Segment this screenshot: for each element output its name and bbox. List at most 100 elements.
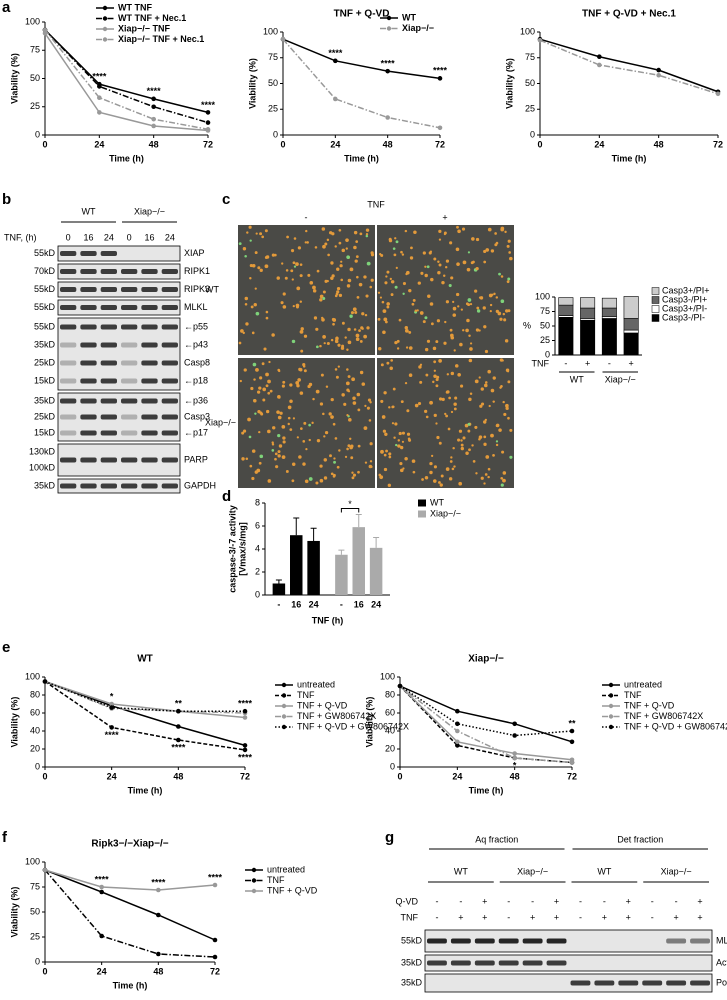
bar-segment (558, 316, 574, 356)
band (522, 938, 543, 944)
band (60, 287, 77, 292)
cell (465, 302, 469, 306)
cell (455, 292, 460, 297)
protein-label: RIPK1 (184, 266, 210, 276)
cell (338, 241, 342, 245)
band (498, 960, 519, 966)
cell (276, 410, 280, 414)
protein-label: GAPDH (184, 480, 216, 490)
cell (393, 436, 396, 439)
band (80, 251, 97, 256)
cell (242, 331, 245, 335)
significance: **** (95, 874, 110, 884)
mw-label: 35kD (401, 977, 423, 987)
legend-label: Xiap−/− (402, 23, 434, 33)
mw-label: 35kD (34, 480, 56, 490)
mw-label: 35kD (34, 395, 56, 405)
band (80, 342, 97, 348)
y-axis-label: Viability (%) (504, 58, 514, 109)
data-point (109, 701, 114, 707)
cell (302, 462, 306, 466)
band (100, 398, 117, 404)
x-axis-label: Time (h) (109, 153, 144, 163)
cell (438, 359, 442, 363)
cell (248, 225, 252, 229)
bar (290, 535, 303, 595)
y-tick-label: 0 (390, 761, 395, 771)
data-point (569, 728, 575, 734)
cell (250, 305, 254, 309)
cell (422, 320, 426, 324)
cell (445, 300, 450, 304)
bar-segment (558, 297, 574, 306)
cell (452, 446, 455, 450)
cell (462, 436, 466, 440)
data-point (151, 96, 156, 102)
mw-label: 55kD (401, 935, 423, 945)
cell (271, 443, 275, 446)
cell (435, 378, 439, 382)
cell (487, 475, 490, 479)
y-tick-label: 60 (30, 707, 40, 717)
cell (344, 336, 347, 339)
error-bar (355, 514, 362, 528)
cell (316, 345, 319, 349)
cell (251, 331, 255, 335)
cell (395, 266, 398, 270)
y-tick-label: 25 (30, 101, 40, 111)
cell (383, 453, 387, 457)
band (141, 324, 158, 330)
cell (346, 368, 349, 371)
cell (449, 460, 453, 463)
x-tick-label: 48 (173, 771, 183, 781)
cell (359, 370, 364, 375)
y-tick-label: 75 (525, 52, 535, 62)
cell (291, 479, 295, 483)
data-point (176, 737, 181, 743)
data-point (176, 724, 181, 729)
cell (475, 472, 478, 475)
data-point (42, 679, 48, 684)
cell (402, 292, 405, 295)
cell (322, 244, 326, 249)
band (80, 360, 97, 366)
cell (313, 316, 318, 320)
legend-label: Casp3-/PI+ (662, 294, 707, 304)
cell (428, 251, 432, 255)
cell (480, 402, 485, 406)
treatment-sign: - (435, 896, 438, 906)
blot-strip (424, 929, 713, 953)
band (121, 360, 138, 366)
mw-label: 130kD (29, 446, 56, 456)
band (80, 483, 97, 489)
cell (332, 422, 336, 426)
cell (430, 277, 434, 282)
legend-label: WT (430, 497, 444, 507)
cell (290, 269, 294, 273)
cell (427, 294, 431, 298)
cell (276, 276, 280, 280)
cell (280, 301, 284, 305)
cell (433, 413, 437, 418)
bar-segment (623, 296, 639, 319)
blot-strip (57, 478, 181, 494)
band (161, 414, 178, 420)
cell (509, 256, 513, 261)
cell (316, 269, 320, 273)
y-tick-label: 100 (25, 671, 40, 681)
cell (380, 399, 384, 403)
data-point (569, 739, 575, 745)
protein-label: MLKL (184, 302, 208, 312)
cell (460, 384, 464, 388)
cell (469, 342, 473, 345)
cell (449, 241, 453, 245)
cell (377, 317, 381, 321)
cell (323, 435, 326, 438)
data-point (151, 104, 156, 110)
series-line (44, 680, 246, 747)
legend-swatch (651, 305, 660, 313)
cell (263, 347, 267, 351)
cell (341, 321, 345, 325)
cell (324, 242, 328, 246)
cell (468, 334, 471, 337)
